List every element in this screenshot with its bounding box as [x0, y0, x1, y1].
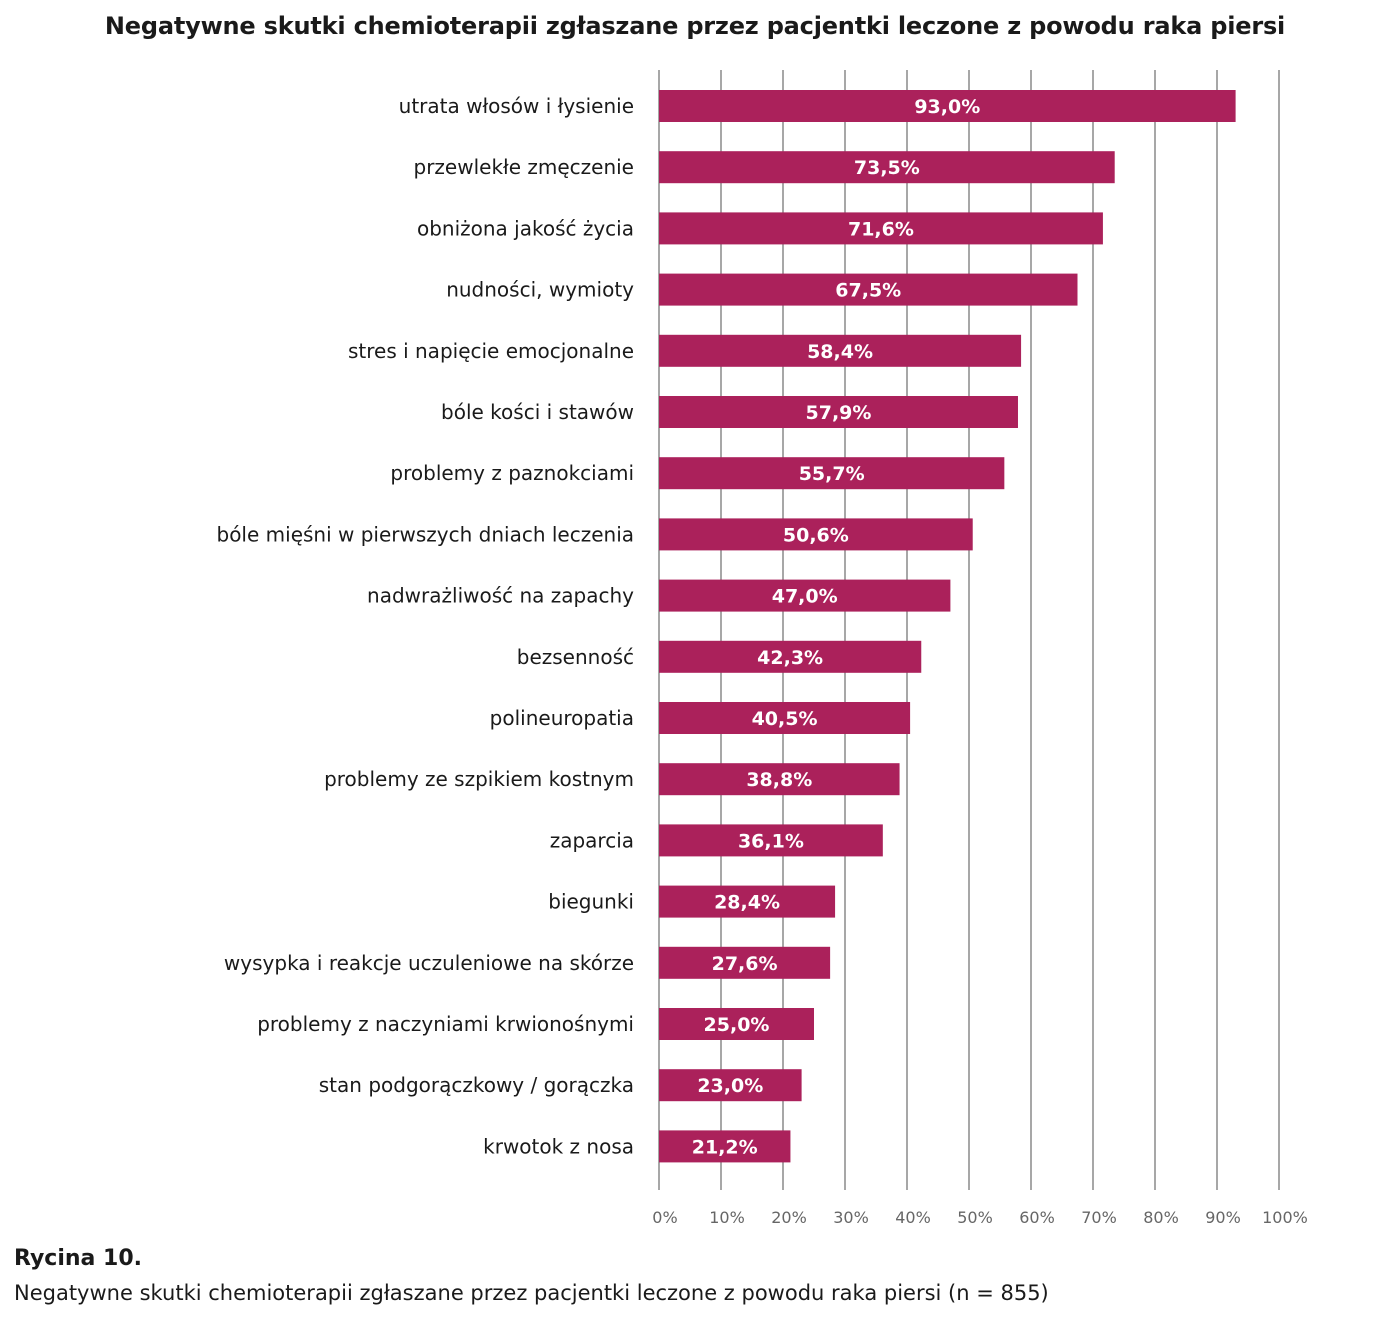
bar	[659, 273, 1078, 306]
tick-label: 0%	[652, 1208, 677, 1227]
bar	[659, 90, 1236, 122]
bar	[659, 334, 1022, 367]
bar	[659, 885, 836, 918]
bar	[659, 824, 883, 857]
bar	[659, 579, 951, 612]
tick-label: 90%	[1205, 1208, 1241, 1227]
bar	[659, 518, 973, 551]
bar-value-label: 42,3%	[757, 647, 823, 669]
bar-value-label: 93,0%	[914, 96, 980, 118]
category-label: wysypka i reakcje uczuleniowe na skórze	[224, 951, 634, 975]
bar-value-label: 36,1%	[738, 830, 804, 852]
bar-value-label: 58,4%	[807, 341, 873, 363]
bar-value-label: 38,8%	[746, 769, 812, 791]
tick-label: 100%	[1262, 1208, 1308, 1227]
bar	[659, 1008, 814, 1040]
tick-label: 80%	[1143, 1208, 1179, 1227]
figure-caption: Negatywne skutki chemioterapii zgłaszane…	[14, 1281, 1049, 1305]
x-axis-ticks: 0% 10% 20% 30% 40% 50% 60% 70% 80% 90% 100%	[652, 1208, 1308, 1227]
tick-label: 10%	[709, 1208, 745, 1227]
category-label: krwotok z nosa	[483, 1134, 634, 1158]
category-label: zaparcia	[550, 828, 634, 852]
bar-value-label: 40,5%	[752, 708, 818, 730]
category-label: bóle mięśni w pierwszych dniach leczenia	[217, 522, 635, 546]
category-label: bezsenność	[517, 645, 634, 669]
bar	[659, 396, 1018, 428]
tick-label: 70%	[1081, 1208, 1117, 1227]
category-label: obniżona jakość życia	[417, 216, 634, 240]
bar	[659, 1069, 802, 1102]
tick-label: 40%	[895, 1208, 931, 1227]
bar-value-label: 25,0%	[704, 1014, 770, 1036]
category-label: polineuropatia	[490, 706, 634, 730]
bar-value-label: 23,0%	[697, 1075, 763, 1097]
bar	[659, 946, 831, 979]
category-labels: utrata włosów i łysienie przewlekłe zmęcz…	[217, 94, 635, 1158]
bar-value-label: 50,6%	[783, 524, 849, 546]
gridlines	[658, 70, 1280, 1190]
category-label: utrata włosów i łysienie	[399, 94, 634, 118]
figure-label: Rycina 10.	[14, 1246, 143, 1271]
bar-value-label: 47,0%	[772, 586, 838, 608]
bar	[659, 457, 1005, 490]
tick-label: 50%	[957, 1208, 993, 1227]
bar-value-label: 57,9%	[806, 402, 872, 424]
bar	[659, 151, 1115, 184]
category-label: bóle kości i stawów	[441, 400, 634, 424]
bar	[659, 702, 911, 734]
category-label: problemy ze szpikiem kostnym	[324, 767, 634, 791]
category-label: nadwrażliwość na zapachy	[367, 584, 634, 608]
bar-value-label: 71,6%	[848, 218, 914, 240]
bar-value-label: 28,4%	[714, 892, 780, 914]
category-label: biegunki	[548, 890, 634, 914]
bar-value-label: 67,5%	[835, 280, 901, 302]
chart-title: Negatywne skutki chemioterapii zgłaszane…	[104, 12, 1286, 40]
bar-value-label: 55,7%	[799, 463, 865, 485]
category-label: problemy z naczyniami krwionośnymi	[257, 1012, 634, 1036]
bar-value-label: 73,5%	[854, 157, 920, 179]
bar	[659, 763, 900, 796]
category-label: stan podgorączkowy / gorączka	[319, 1073, 634, 1097]
bar	[659, 1130, 791, 1163]
bar-value-label: 21,2%	[692, 1136, 758, 1158]
tick-label: 30%	[833, 1208, 869, 1227]
category-label: przewlekłe zmęczenie	[414, 155, 635, 179]
category-label: problemy z paznokciami	[390, 461, 634, 485]
bar-value-label: 27,6%	[712, 953, 778, 975]
bar	[659, 640, 922, 673]
tick-label: 60%	[1019, 1208, 1055, 1227]
category-label: nudności, wymioty	[446, 278, 634, 302]
tick-label: 20%	[771, 1208, 807, 1227]
bars: 93,0% 73,5% 71,6% 67,5% 58,4% 57,9% 55,7% 50,6%…	[659, 90, 1236, 1163]
bar	[659, 212, 1103, 245]
category-label: stres i napięcie emocjonalne	[348, 339, 634, 363]
bar-chart: 93,0% 73,5% 71,6% 67,5% 58,4% 57,9% 55,7% 50,6%…	[217, 70, 1308, 1227]
